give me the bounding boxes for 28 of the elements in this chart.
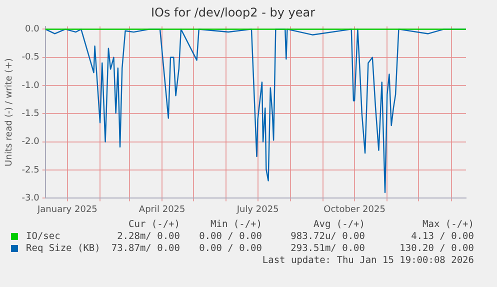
y-tick-label: -3.0 <box>22 194 40 204</box>
text: 0.00 / 0.00 <box>199 231 262 242</box>
text: Min (-/+) <box>210 219 262 230</box>
text: Avg (-/+) <box>314 219 365 230</box>
y-tick-label: -1.0 <box>22 80 40 91</box>
x-tick-label: July 2025 <box>236 204 279 215</box>
chart-title: IOs for /dev/loop2 - by year <box>150 5 316 20</box>
y-tick-label: -2.0 <box>22 137 40 148</box>
text: 2.28m/ 0.00 <box>117 231 180 242</box>
text: 983.72u/ 0.00 <box>290 231 365 242</box>
text: 0.00 / 0.00 <box>199 243 262 254</box>
text: Cur (-/+) <box>128 219 180 230</box>
text: 293.51m/ 0.00 <box>290 243 365 254</box>
y-axis-title: Units read (-) / write (+) <box>4 58 15 166</box>
x-tick-label: January 2025 <box>36 204 98 215</box>
legend-label: IO/sec <box>26 231 60 242</box>
text: 4.13 / 0.00 <box>411 231 474 242</box>
text: 73.87m/ 0.00 <box>111 243 180 254</box>
legend-label: Req Size (KB) <box>26 243 100 254</box>
x-tick-label: April 2025 <box>138 204 186 215</box>
text: 130.20 / 0.00 <box>400 243 474 254</box>
x-tick-label: October 2025 <box>324 204 386 215</box>
text: Max (-/+) <box>422 219 474 230</box>
y-tick-label: -2.5 <box>22 165 40 176</box>
text: Last update: Thu Jan 15 19:00:08 2026 <box>262 255 474 266</box>
y-tick-label: -1.5 <box>22 109 40 120</box>
y-tick-label: 0.0 <box>25 24 40 35</box>
y-tick-label: -0.5 <box>22 52 40 63</box>
